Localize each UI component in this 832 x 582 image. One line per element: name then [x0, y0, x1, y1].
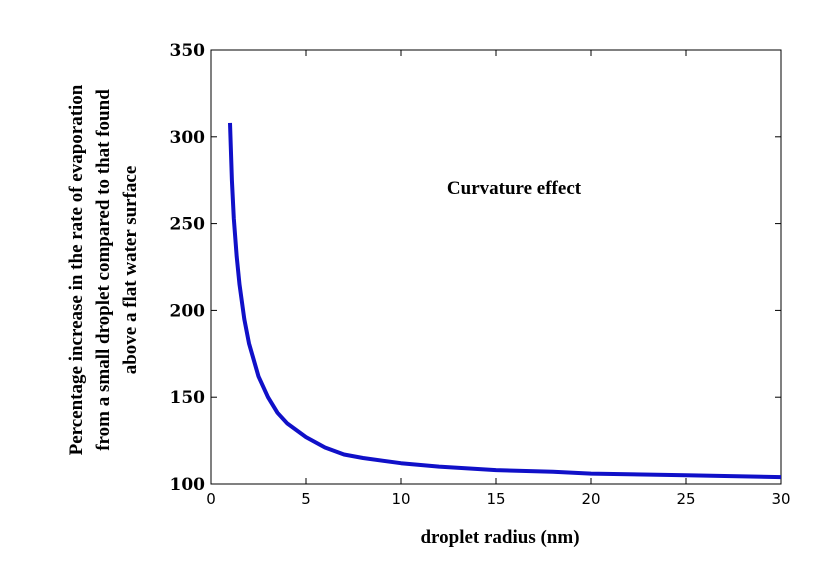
y-tick-label: 200 [170, 301, 206, 321]
y-tick-label: 350 [170, 41, 206, 61]
y-tick-label: 300 [170, 128, 206, 148]
y-axis-label-line-1: Percentage increase in the rate of evapo… [66, 84, 87, 455]
x-tick-label: 25 [676, 490, 695, 508]
y-axis-label: Percentage increase in the rate of evapo… [66, 84, 141, 455]
y-tick-label: 100 [170, 475, 206, 495]
plot-frame [210, 49, 782, 485]
series-line-0 [228, 122, 782, 480]
y-tick-label: 250 [170, 215, 206, 235]
x-tick-label: 15 [486, 490, 505, 508]
x-tick-label: 0 [206, 490, 216, 508]
y-tick-label: 150 [170, 388, 206, 408]
y-axis-label-line-2: from a small droplet compared to that fo… [93, 89, 114, 451]
y-axis-label-line-3: above a flat water surface [120, 166, 141, 375]
x-tick-label: 5 [301, 490, 311, 508]
x-tick-label: 20 [581, 490, 600, 508]
x-axis-label: droplet radius (nm) [420, 527, 579, 548]
annotation-curvature-effect: Curvature effect [447, 178, 582, 199]
x-tick-label: 30 [771, 490, 790, 508]
x-tick-label: 10 [391, 490, 410, 508]
